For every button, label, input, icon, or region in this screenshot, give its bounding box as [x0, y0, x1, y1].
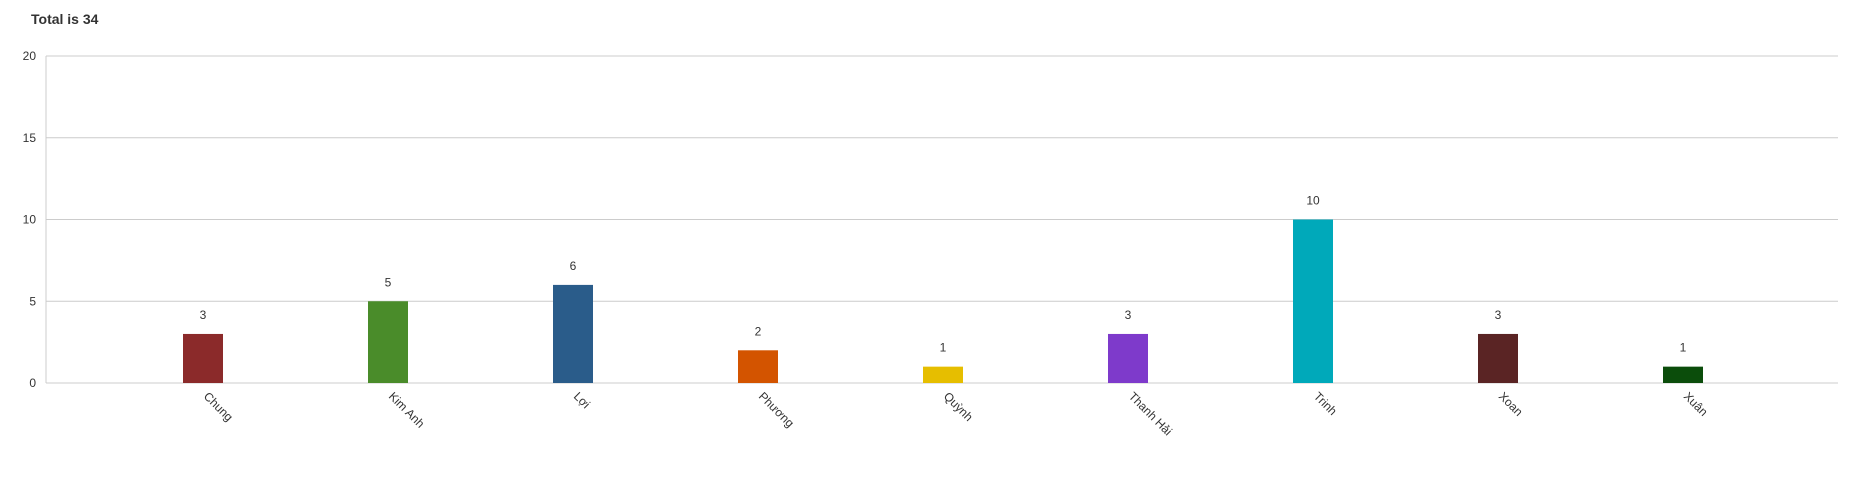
x-tick-label: Lợi [571, 389, 593, 411]
y-tick-label: 20 [23, 49, 37, 63]
data-label: 10 [1306, 194, 1320, 208]
bar [1293, 219, 1333, 383]
x-tick-label: Quỳnh [941, 389, 976, 424]
x-tick-label: Trinh [1311, 389, 1340, 418]
chart-title: Total is 34 [31, 11, 99, 27]
bar [1663, 366, 1703, 383]
bar [1108, 333, 1148, 383]
data-label: 3 [1125, 308, 1132, 322]
data-label: 6 [570, 259, 577, 273]
label-layer: 3 Chung 5 Kim Anh 6 Lợi 2 Phương 1 Quỳnh 3 Thanh Hả… [200, 194, 1711, 439]
x-tick-label: Xuân [1681, 389, 1711, 419]
data-label: 5 [385, 275, 392, 289]
bar [368, 301, 408, 383]
bar [1478, 333, 1518, 383]
y-tick-label: 15 [23, 131, 37, 145]
y-tick-label: 5 [29, 294, 36, 308]
bar [738, 350, 778, 383]
x-tick-label: Kim Anh [386, 389, 428, 431]
y-tick-label: 0 [29, 376, 36, 390]
bar [923, 366, 963, 383]
grid-layer [46, 55, 1838, 302]
data-label: 1 [940, 341, 947, 355]
x-tick-label: Xoan [1496, 389, 1526, 419]
data-label: 1 [1680, 341, 1687, 355]
bar [183, 333, 223, 383]
x-tick-label: Chung [201, 389, 236, 424]
data-label: 3 [1495, 308, 1502, 322]
bar-layer [183, 219, 1703, 383]
data-label: 3 [200, 308, 207, 322]
x-tick-label: Thanh Hải [1126, 389, 1175, 438]
bar [553, 284, 593, 383]
y-tick-label: 10 [23, 213, 37, 227]
data-label: 2 [755, 324, 762, 338]
x-tick-label: Phương [756, 389, 797, 430]
